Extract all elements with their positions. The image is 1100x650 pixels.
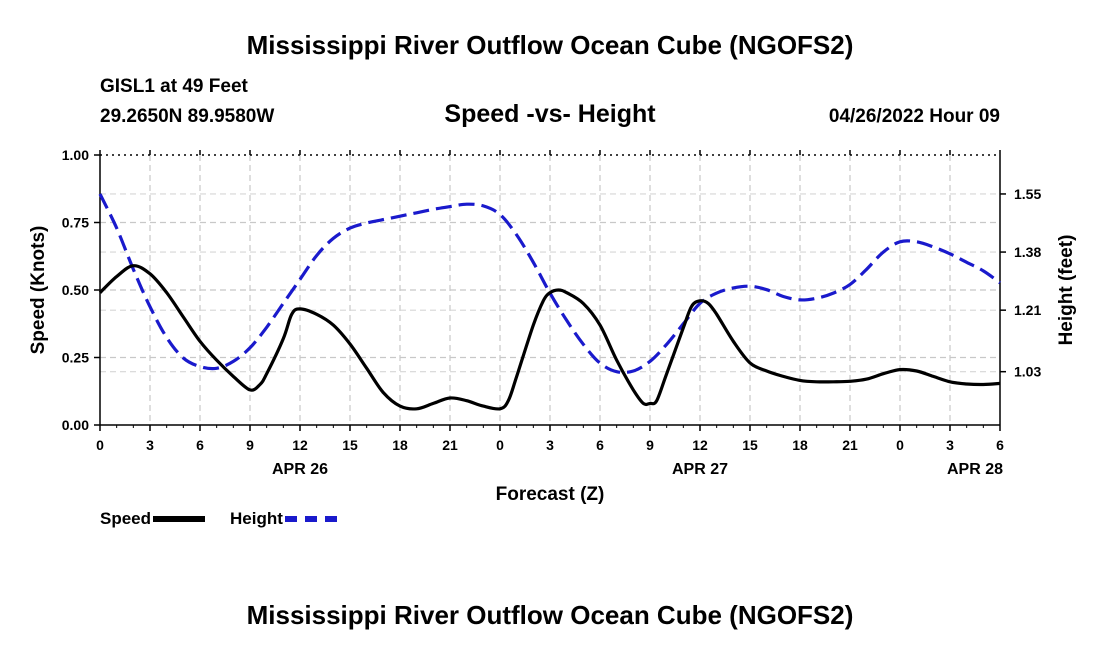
y-left-tick-label: 0.75 xyxy=(62,215,89,231)
x-tick-label: 3 xyxy=(946,437,954,453)
forecast-datetime: 04/26/2022 Hour 09 xyxy=(828,106,1000,127)
x-tick-label: 18 xyxy=(392,437,408,453)
x-tick-label: 3 xyxy=(546,437,554,453)
x-tick-label: 0 xyxy=(96,437,104,453)
chart-subtitle: Speed -vs- Height xyxy=(444,100,656,128)
date-label: APR 26 xyxy=(272,461,328,478)
x-tick-label: 6 xyxy=(596,437,604,453)
legend-label-height: Height xyxy=(230,509,283,528)
series-line-height xyxy=(98,193,1001,375)
x-tick-label: 12 xyxy=(692,437,708,453)
x-tick-label: 0 xyxy=(496,437,504,453)
date-label: APR 28 xyxy=(947,461,1003,478)
y-left-tick-label: 0.50 xyxy=(62,282,89,298)
x-axis-title: Forecast (Z) xyxy=(496,484,605,505)
legend-swatch-height xyxy=(284,516,337,522)
y-left-tick-label: 1.00 xyxy=(62,147,89,163)
y-left-tick-label: 0.00 xyxy=(62,417,89,433)
x-tick-label: 15 xyxy=(742,437,758,453)
x-tick-label: 6 xyxy=(196,437,204,453)
y-right-tick-label: 1.38 xyxy=(1014,244,1041,260)
series-line-speed xyxy=(98,264,1001,411)
station-coordinates: 29.2650N 89.9580W xyxy=(100,106,275,127)
legend-label-speed: Speed xyxy=(100,509,152,528)
x-tick-label: 9 xyxy=(646,437,654,453)
station-name: GISL1 at 49 Feet xyxy=(100,76,248,97)
legend-item-height: Height xyxy=(230,509,337,529)
x-tick-label: 21 xyxy=(442,437,458,453)
page-title: Mississippi River Outflow Ocean Cube (NG… xyxy=(246,30,854,60)
date-label: APR 27 xyxy=(672,461,728,478)
y-left-tick-label: 0.25 xyxy=(62,350,89,366)
x-tick-label: 6 xyxy=(996,437,1004,453)
y-right-tick-label: 1.03 xyxy=(1014,364,1041,380)
x-tick-label: 21 xyxy=(842,437,858,453)
legend-item-speed: Speed xyxy=(100,509,206,529)
x-tick-label: 0 xyxy=(896,437,904,453)
y-left-axis-title: Speed (Knots) xyxy=(28,226,49,355)
x-tick-label: 12 xyxy=(292,437,308,453)
x-tick-label: 15 xyxy=(342,437,358,453)
x-tick-label: 9 xyxy=(246,437,254,453)
y-right-axis-title: Height (feet) xyxy=(1056,235,1077,346)
y-right-tick-label: 1.21 xyxy=(1014,302,1041,318)
footer-title: Mississippi River Outflow Ocean Cube (NG… xyxy=(246,600,854,630)
x-tick-label: 18 xyxy=(792,437,808,453)
x-tick-label: 3 xyxy=(146,437,154,453)
y-right-tick-label: 1.55 xyxy=(1014,186,1041,202)
legend-swatch-speed xyxy=(153,516,206,522)
